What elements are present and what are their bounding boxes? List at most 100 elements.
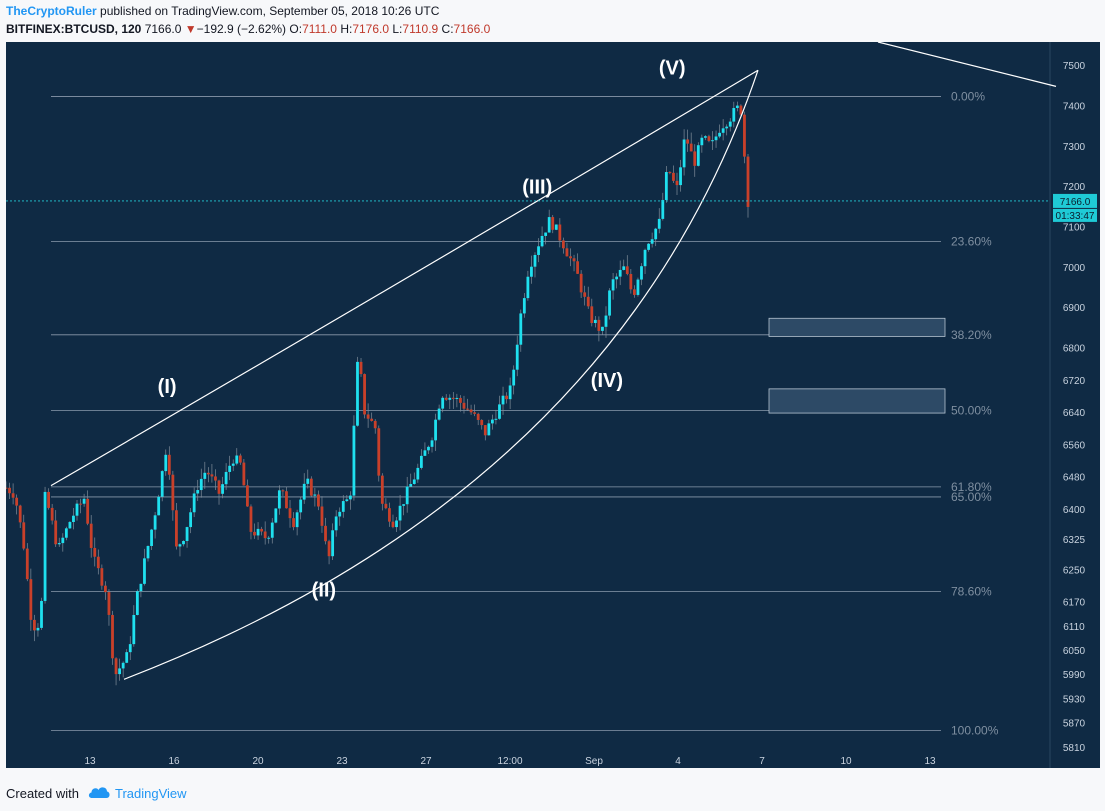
candle-body bbox=[434, 419, 437, 441]
candle-body bbox=[366, 414, 370, 419]
candle-body bbox=[579, 273, 583, 293]
candle-body bbox=[214, 476, 217, 481]
symbol-line: BITFINEX:BTCUSD, 120 7166.0 ▼−192.9 (−2.… bbox=[6, 22, 490, 36]
countdown-label: 01:33:47 bbox=[1056, 211, 1095, 222]
price-chart[interactable]: 5810 5870 5930 5990 6050 6110 6170 6250 6325 6400… bbox=[6, 42, 1100, 774]
price-tag bbox=[1053, 193, 1097, 208]
candle-body bbox=[402, 504, 406, 506]
candle-body bbox=[604, 315, 608, 327]
candle-body bbox=[277, 490, 281, 509]
candle-body bbox=[288, 508, 292, 519]
candle-body bbox=[551, 217, 555, 230]
x-tick-label: 4 bbox=[675, 756, 681, 767]
candle-body bbox=[171, 474, 175, 511]
y-tick-label: 7300 bbox=[1063, 142, 1086, 153]
candle-body bbox=[228, 465, 232, 472]
candle-body bbox=[490, 419, 494, 424]
candle-body bbox=[206, 472, 210, 475]
candle-body bbox=[554, 224, 558, 230]
candle-body bbox=[121, 662, 125, 669]
candle-body bbox=[164, 454, 168, 472]
candle-body bbox=[661, 199, 665, 219]
candle-body bbox=[146, 545, 150, 559]
candle-body bbox=[324, 525, 327, 542]
candle-body bbox=[317, 494, 320, 507]
candle-body bbox=[700, 137, 704, 146]
candle-body bbox=[565, 248, 569, 257]
wave-label: (II) bbox=[312, 580, 336, 602]
candle-body bbox=[107, 592, 111, 615]
y-tick-label: 6400 bbox=[1063, 505, 1086, 516]
candle-body bbox=[352, 425, 356, 496]
tradingview-cloud-icon bbox=[87, 785, 111, 802]
candle-body bbox=[341, 501, 345, 512]
candle-body bbox=[224, 471, 228, 485]
candle-body bbox=[363, 374, 366, 415]
tradingview-link[interactable]: TradingView bbox=[114, 786, 187, 801]
candle-body bbox=[590, 306, 594, 324]
x-tick-label: 13 bbox=[924, 756, 936, 767]
candle-body bbox=[270, 522, 274, 538]
candle-body bbox=[625, 266, 629, 274]
y-tick-label: 7000 bbox=[1063, 263, 1086, 274]
candle-body bbox=[618, 269, 622, 277]
candle-body bbox=[217, 480, 221, 494]
candle-body bbox=[572, 258, 576, 262]
candle-body bbox=[125, 652, 129, 663]
y-tick-label: 7500 bbox=[1063, 61, 1086, 72]
candle-body bbox=[43, 491, 47, 601]
candle-body bbox=[576, 261, 579, 274]
author-link[interactable]: TheCryptoRuler bbox=[6, 4, 97, 18]
candle-body bbox=[533, 254, 537, 267]
candle-body bbox=[313, 494, 317, 496]
candle-body bbox=[455, 397, 459, 399]
candle-body bbox=[132, 614, 136, 645]
x-tick-label: 7 bbox=[759, 756, 765, 767]
candle-body bbox=[210, 474, 214, 477]
fib-level-label: 0.00% bbox=[951, 89, 985, 103]
candle-body bbox=[68, 522, 72, 529]
wave-label: (I) bbox=[158, 376, 177, 398]
candle-body bbox=[412, 479, 416, 484]
candle-body bbox=[47, 491, 51, 508]
candle-body bbox=[654, 228, 658, 240]
publish-info: TheCryptoRuler published on TradingView.… bbox=[6, 4, 439, 18]
candle-body bbox=[256, 528, 260, 536]
candle-body bbox=[601, 326, 604, 331]
close-value: 7166.0 bbox=[453, 22, 491, 36]
y-tick-label: 5990 bbox=[1063, 670, 1086, 681]
candle-body bbox=[33, 619, 36, 631]
candle-body bbox=[82, 498, 86, 504]
y-tick-label: 7100 bbox=[1063, 223, 1086, 234]
candle-body bbox=[320, 506, 324, 526]
candle-body bbox=[89, 523, 93, 548]
candle-body bbox=[735, 105, 739, 109]
candle-body bbox=[327, 541, 331, 557]
candle-body bbox=[728, 121, 732, 127]
candle-body bbox=[480, 419, 484, 426]
candle-body bbox=[707, 136, 711, 141]
created-with-text: Created with bbox=[6, 786, 79, 801]
close-label: C: bbox=[441, 22, 454, 36]
wedge-lower-line bbox=[123, 70, 759, 680]
candle-body bbox=[29, 579, 33, 620]
target-zone bbox=[768, 317, 946, 337]
candle-body bbox=[96, 556, 100, 569]
candle-body bbox=[505, 395, 508, 400]
y-tick-label: 7200 bbox=[1063, 182, 1086, 193]
fib-level-label: 23.60% bbox=[951, 235, 992, 249]
candle-body bbox=[746, 156, 750, 207]
candle-body bbox=[309, 478, 313, 496]
candle-body bbox=[40, 600, 43, 628]
candle-body bbox=[569, 256, 572, 259]
high-value: 7176.0 bbox=[352, 22, 390, 36]
candle-body bbox=[615, 276, 619, 280]
candle-body bbox=[192, 493, 196, 513]
candle-body bbox=[547, 217, 551, 233]
y-tick-label: 6800 bbox=[1063, 344, 1086, 355]
candle-body bbox=[668, 172, 672, 174]
candle-body bbox=[175, 510, 178, 547]
open-label: O: bbox=[289, 22, 303, 36]
candle-body bbox=[157, 496, 161, 516]
candle-body bbox=[377, 428, 381, 476]
